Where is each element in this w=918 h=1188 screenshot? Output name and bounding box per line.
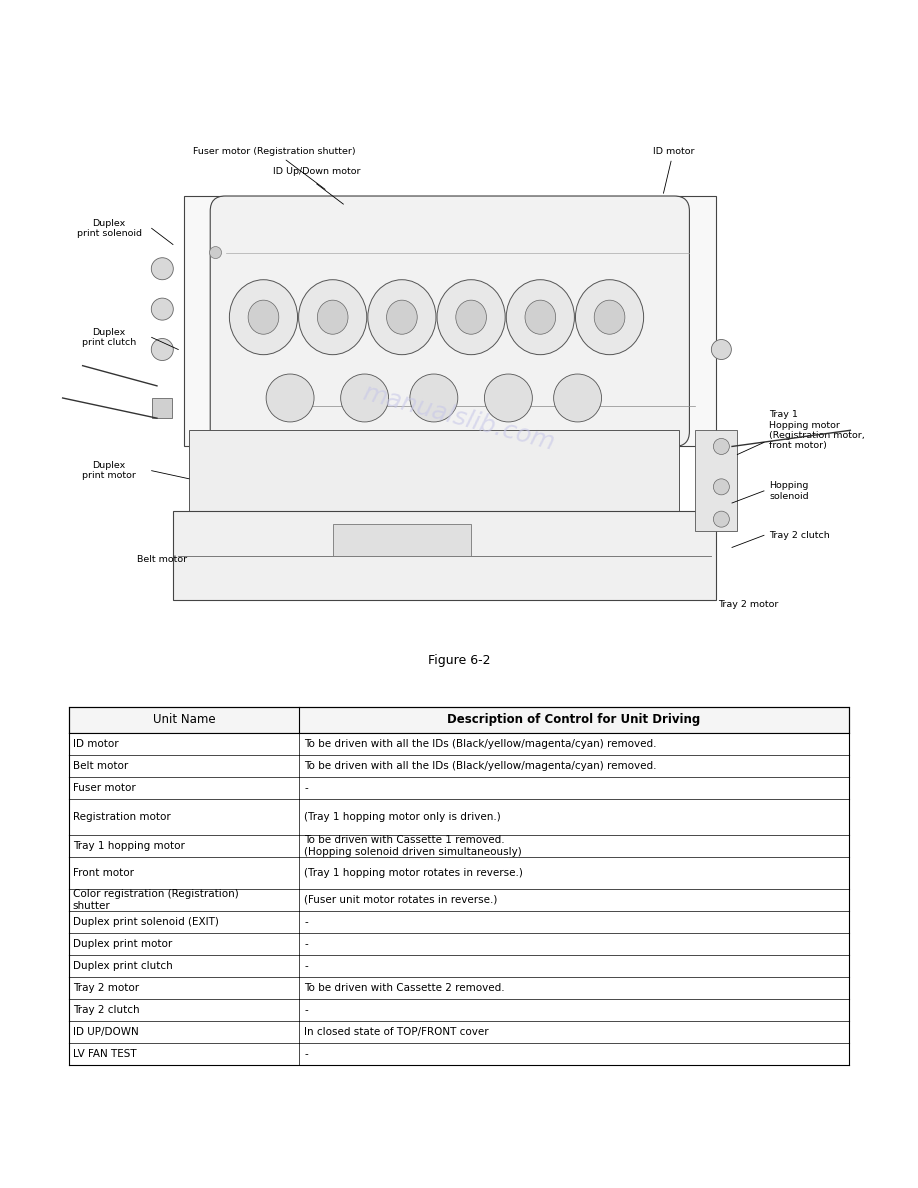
Text: Tray 2 clutch: Tray 2 clutch xyxy=(73,1005,140,1015)
Text: Duplex
print solenoid: Duplex print solenoid xyxy=(76,219,141,238)
Bar xyxy=(69,798,849,835)
Text: -: - xyxy=(304,1049,308,1059)
Bar xyxy=(151,398,172,418)
Ellipse shape xyxy=(298,279,367,355)
Ellipse shape xyxy=(713,438,730,455)
Text: Belt motor: Belt motor xyxy=(137,555,187,564)
Text: (Tray 1 hopping motor rotates in reverse.): (Tray 1 hopping motor rotates in reverse… xyxy=(304,868,523,878)
Ellipse shape xyxy=(485,374,532,422)
Bar xyxy=(69,889,849,911)
Ellipse shape xyxy=(437,279,505,355)
Ellipse shape xyxy=(368,279,436,355)
Bar xyxy=(332,524,471,556)
Text: Hopping
solenoid: Hopping solenoid xyxy=(769,481,809,500)
Text: Duplex
print motor: Duplex print motor xyxy=(82,461,136,480)
Text: Tray 2 motor: Tray 2 motor xyxy=(73,982,139,993)
Text: -: - xyxy=(304,917,308,927)
Ellipse shape xyxy=(151,298,174,320)
Bar xyxy=(69,999,849,1020)
Text: To be driven with Cassette 1 removed.
(Hopping solenoid driven simultaneously): To be driven with Cassette 1 removed. (H… xyxy=(304,835,521,857)
Text: -: - xyxy=(304,783,308,792)
Ellipse shape xyxy=(554,374,601,422)
Bar xyxy=(69,933,849,955)
Text: To be driven with Cassette 2 removed.: To be driven with Cassette 2 removed. xyxy=(304,982,505,993)
Bar xyxy=(69,977,849,999)
Ellipse shape xyxy=(594,301,625,334)
Text: ID motor: ID motor xyxy=(653,146,694,194)
Bar xyxy=(173,511,716,600)
Text: LV FAN TEST: LV FAN TEST xyxy=(73,1049,137,1059)
Text: Description of Control for Unit Driving: Description of Control for Unit Driving xyxy=(447,713,700,726)
Text: Fuser motor (Registration shutter): Fuser motor (Registration shutter) xyxy=(193,146,355,189)
Ellipse shape xyxy=(711,340,732,360)
Bar xyxy=(184,196,716,447)
Ellipse shape xyxy=(386,301,418,334)
Text: (Fuser unit motor rotates in reverse.): (Fuser unit motor rotates in reverse.) xyxy=(304,895,498,905)
Bar xyxy=(69,911,849,933)
Text: ID motor: ID motor xyxy=(73,739,118,748)
Ellipse shape xyxy=(209,247,221,259)
Text: (Tray 1 hopping motor only is driven.): (Tray 1 hopping motor only is driven.) xyxy=(304,811,501,822)
Text: Registration motor: Registration motor xyxy=(73,811,171,822)
Text: ID UP/DOWN: ID UP/DOWN xyxy=(73,1026,139,1037)
Ellipse shape xyxy=(525,301,555,334)
Text: -: - xyxy=(304,1005,308,1015)
Bar xyxy=(69,955,849,977)
Text: Fuser motor: Fuser motor xyxy=(73,783,136,792)
Text: Duplex print solenoid (EXIT): Duplex print solenoid (EXIT) xyxy=(73,917,218,927)
FancyBboxPatch shape xyxy=(210,196,689,447)
Text: -: - xyxy=(304,939,308,949)
Bar xyxy=(69,733,849,754)
Text: Tray 1 hopping motor: Tray 1 hopping motor xyxy=(73,841,185,851)
Ellipse shape xyxy=(713,479,730,495)
Bar xyxy=(69,835,849,857)
Text: Tray 2 motor: Tray 2 motor xyxy=(718,600,778,609)
Text: manualslib.com: manualslib.com xyxy=(360,381,558,455)
Bar xyxy=(69,1020,849,1043)
Text: To be driven with all the IDs (Black/yellow/magenta/cyan) removed.: To be driven with all the IDs (Black/yel… xyxy=(304,760,656,771)
Ellipse shape xyxy=(151,258,174,279)
Text: To be driven with all the IDs (Black/yellow/magenta/cyan) removed.: To be driven with all the IDs (Black/yel… xyxy=(304,739,656,748)
Text: Belt motor: Belt motor xyxy=(73,760,129,771)
Ellipse shape xyxy=(506,279,575,355)
Text: ID Up/Down motor: ID Up/Down motor xyxy=(273,168,361,176)
Bar xyxy=(69,857,849,889)
Text: Duplex print motor: Duplex print motor xyxy=(73,939,172,949)
Ellipse shape xyxy=(248,301,279,334)
Ellipse shape xyxy=(576,279,644,355)
Text: Duplex print clutch: Duplex print clutch xyxy=(73,961,173,971)
Text: Duplex
print clutch: Duplex print clutch xyxy=(82,328,136,347)
Ellipse shape xyxy=(266,374,314,422)
Bar xyxy=(69,1043,849,1064)
Bar xyxy=(189,430,678,519)
Ellipse shape xyxy=(151,339,174,360)
Text: Tray 2 clutch: Tray 2 clutch xyxy=(769,531,830,539)
Ellipse shape xyxy=(318,301,348,334)
Ellipse shape xyxy=(455,301,487,334)
Bar xyxy=(695,430,737,531)
Text: Front motor: Front motor xyxy=(73,868,134,878)
Bar xyxy=(69,707,849,733)
Text: Figure 6-2: Figure 6-2 xyxy=(428,653,490,666)
Ellipse shape xyxy=(713,511,730,527)
Text: Color registration (Registration)
shutter: Color registration (Registration) shutte… xyxy=(73,889,239,911)
Ellipse shape xyxy=(410,374,458,422)
Text: Unit Name: Unit Name xyxy=(152,713,215,726)
Bar xyxy=(69,754,849,777)
Ellipse shape xyxy=(230,279,297,355)
Text: Tray 1
Hopping motor
(Registration motor,
front motor): Tray 1 Hopping motor (Registration motor… xyxy=(769,410,865,450)
Text: -: - xyxy=(304,961,308,971)
Bar xyxy=(69,777,849,798)
Text: In closed state of TOP/FRONT cover: In closed state of TOP/FRONT cover xyxy=(304,1026,488,1037)
Ellipse shape xyxy=(341,374,388,422)
